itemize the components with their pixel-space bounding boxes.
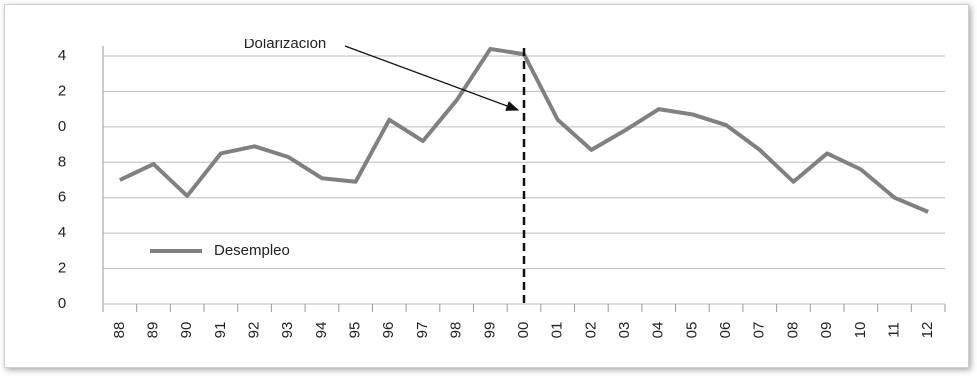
x-tick-label: 98 — [448, 322, 465, 339]
y-tick-label: 2 — [58, 260, 66, 277]
y-tick-label: 8 — [58, 153, 66, 170]
x-tick-label: 03 — [616, 322, 633, 339]
y-tick-label: 4 — [58, 47, 66, 64]
annotation-arrow — [344, 45, 520, 111]
x-tick-label: 92 — [246, 322, 263, 339]
x-tick-label: 11 — [885, 322, 902, 338]
x-tick-label: 05 — [683, 322, 700, 339]
x-tick-label: 02 — [582, 322, 599, 339]
x-tick-label: 01 — [549, 322, 566, 339]
legend-label: Desempleo — [214, 242, 290, 259]
x-tick-label: 09 — [818, 322, 835, 339]
y-tick-label: 0 — [58, 295, 66, 312]
x-tick-label: 00 — [515, 322, 532, 339]
x-tick-label: 95 — [347, 322, 364, 339]
x-tick-label: 88 — [111, 322, 128, 339]
x-tick-label: 10 — [852, 322, 869, 339]
x-tick-label: 99 — [481, 322, 498, 339]
y-tick-label: 4 — [58, 224, 66, 241]
x-tick-label: 07 — [751, 322, 768, 339]
x-tick-label: 96 — [380, 322, 397, 339]
x-tick-label: 89 — [144, 322, 161, 339]
x-tick-label: 93 — [279, 322, 296, 339]
x-tick-label: 90 — [178, 322, 195, 339]
x-tick-label: 04 — [650, 322, 667, 339]
annotation: Dolarización — [244, 35, 327, 52]
frame — [4, 4, 969, 368]
x-tick-label: 91 — [212, 322, 229, 339]
x-tick-label: 94 — [313, 322, 330, 339]
x-tick-label: 08 — [784, 322, 801, 339]
x-tick-label: 06 — [717, 322, 734, 339]
x-tick-label: 12 — [919, 322, 936, 339]
x-tick-label: 97 — [414, 322, 431, 339]
y-tick-label: 2 — [58, 82, 66, 99]
y-tick-label: 0 — [58, 118, 66, 135]
y-tick-label: 6 — [58, 189, 66, 206]
